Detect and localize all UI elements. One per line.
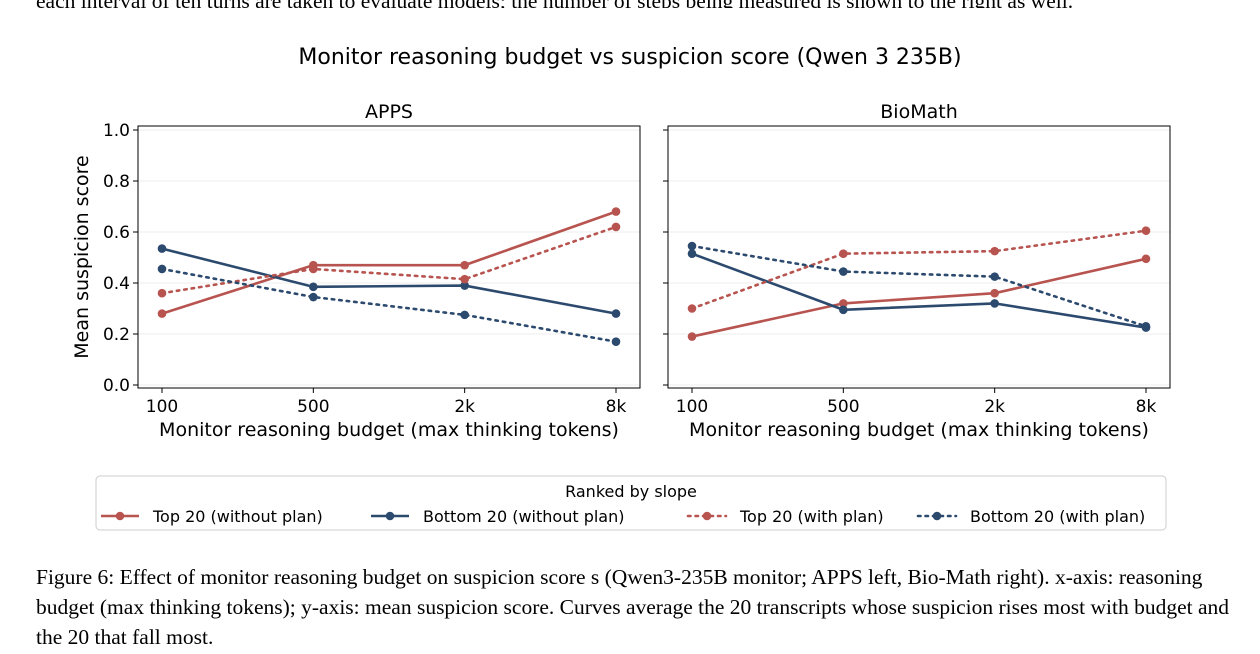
x-tick-label: 2k xyxy=(454,397,475,417)
data-point xyxy=(839,267,848,276)
y-tick-label: 1.0 xyxy=(103,121,130,141)
series-line xyxy=(690,244,1148,328)
data-point xyxy=(611,337,621,346)
data-point xyxy=(157,309,167,318)
data-point xyxy=(460,260,469,270)
series-line xyxy=(160,267,618,343)
series-bottom-20-without-plan xyxy=(157,244,621,318)
caption-top-fragment: each interval of ten turns are taken to … xyxy=(36,0,1236,8)
figure-title: Monitor reasoning budget vs suspicion sc… xyxy=(298,45,961,70)
y-axis-label: Mean suspicion score xyxy=(71,155,93,358)
y-tick-label: 0.4 xyxy=(103,274,130,294)
legend-marker xyxy=(702,511,712,521)
data-point xyxy=(460,274,469,284)
data-point xyxy=(611,222,621,232)
legend-marker xyxy=(932,511,942,521)
data-point xyxy=(309,292,318,302)
series-line xyxy=(691,252,1147,329)
figure-caption: Figure 6: Effect of monitor reasoning bu… xyxy=(36,565,1230,649)
legend-marker xyxy=(115,511,125,521)
legend-marker xyxy=(385,511,395,521)
series-top-20-with-plan xyxy=(687,226,1151,313)
data-point xyxy=(990,272,999,281)
data-point xyxy=(611,207,621,216)
x-tick-label: 2k xyxy=(984,397,1005,417)
data-point xyxy=(839,249,848,258)
data-point xyxy=(1141,226,1151,236)
data-point xyxy=(1141,254,1151,264)
data-point xyxy=(460,310,469,320)
legend-label: Top 20 (without plan) xyxy=(152,507,323,526)
legend-label: Bottom 20 (without plan) xyxy=(423,507,624,526)
x-tick-label: 8k xyxy=(606,397,627,417)
x-tick-label: 100 xyxy=(676,397,708,417)
y-tick-label: 0.8 xyxy=(103,172,130,192)
data-point xyxy=(309,264,318,274)
series-line xyxy=(690,229,1148,310)
x-tick-label: 100 xyxy=(146,397,178,417)
panel-title: APPS xyxy=(365,101,413,123)
x-tick-label: 500 xyxy=(297,397,329,417)
legend-entry: Top 20 (without plan) xyxy=(101,507,323,526)
x-tick-label: 8k xyxy=(1136,397,1157,417)
plot-frame xyxy=(667,125,1171,389)
series-line xyxy=(691,257,1147,338)
data-point xyxy=(687,249,697,258)
series-bottom-20-with-plan xyxy=(687,241,1151,331)
data-point xyxy=(687,304,697,313)
data-point xyxy=(839,305,848,315)
data-point xyxy=(1141,322,1151,331)
series-bottom-20-with-plan xyxy=(157,264,621,346)
x-axis-label: Monitor reasoning budget (max thinking t… xyxy=(159,419,619,441)
data-point xyxy=(309,282,318,292)
legend-label: Top 20 (with plan) xyxy=(739,507,884,526)
legend-title: Ranked by slope xyxy=(565,482,697,501)
panel-title: BioMath xyxy=(880,101,957,123)
series-line xyxy=(161,247,617,315)
x-axis-label: Monitor reasoning budget (max thinking t… xyxy=(689,419,1149,441)
data-point xyxy=(687,241,697,251)
series-top-20-with-plan xyxy=(157,222,621,298)
figure-canvas: Monitor reasoning budget vs suspicion sc… xyxy=(71,45,1171,531)
data-point xyxy=(157,288,167,298)
data-point xyxy=(990,246,999,256)
legend: Ranked by slope Top 20 (without plan) Bott… xyxy=(95,475,1167,531)
legend-entry: Top 20 (with plan) xyxy=(686,507,884,526)
legend-entry: Bottom 20 (with plan) xyxy=(916,507,1145,526)
data-point xyxy=(990,288,999,298)
data-point xyxy=(990,299,999,308)
data-point xyxy=(460,281,469,290)
y-tick-label: 0.0 xyxy=(103,376,130,396)
x-tick-label: 500 xyxy=(827,397,859,417)
data-point xyxy=(839,299,848,308)
plot-frame xyxy=(137,125,641,389)
legend-label: Bottom 20 (with plan) xyxy=(970,507,1145,526)
data-point xyxy=(157,244,167,253)
data-point xyxy=(611,309,621,318)
legend-frame xyxy=(95,475,1167,531)
legend-entry: Bottom 20 (without plan) xyxy=(371,507,624,526)
y-tick-label: 0.6 xyxy=(103,223,130,243)
series-line xyxy=(160,225,618,295)
data-point xyxy=(157,264,167,274)
y-tick-label: 0.2 xyxy=(103,325,130,345)
series-line xyxy=(161,210,617,315)
panel-apps: APPS 0.0 0.2 0.4 0.6 0.8 1.0 100 500 2k 8kMonitor … xyxy=(71,101,641,441)
data-point xyxy=(687,332,697,341)
series-bottom-20-without-plan xyxy=(687,249,1151,332)
series-top-20-without-plan xyxy=(687,254,1151,341)
